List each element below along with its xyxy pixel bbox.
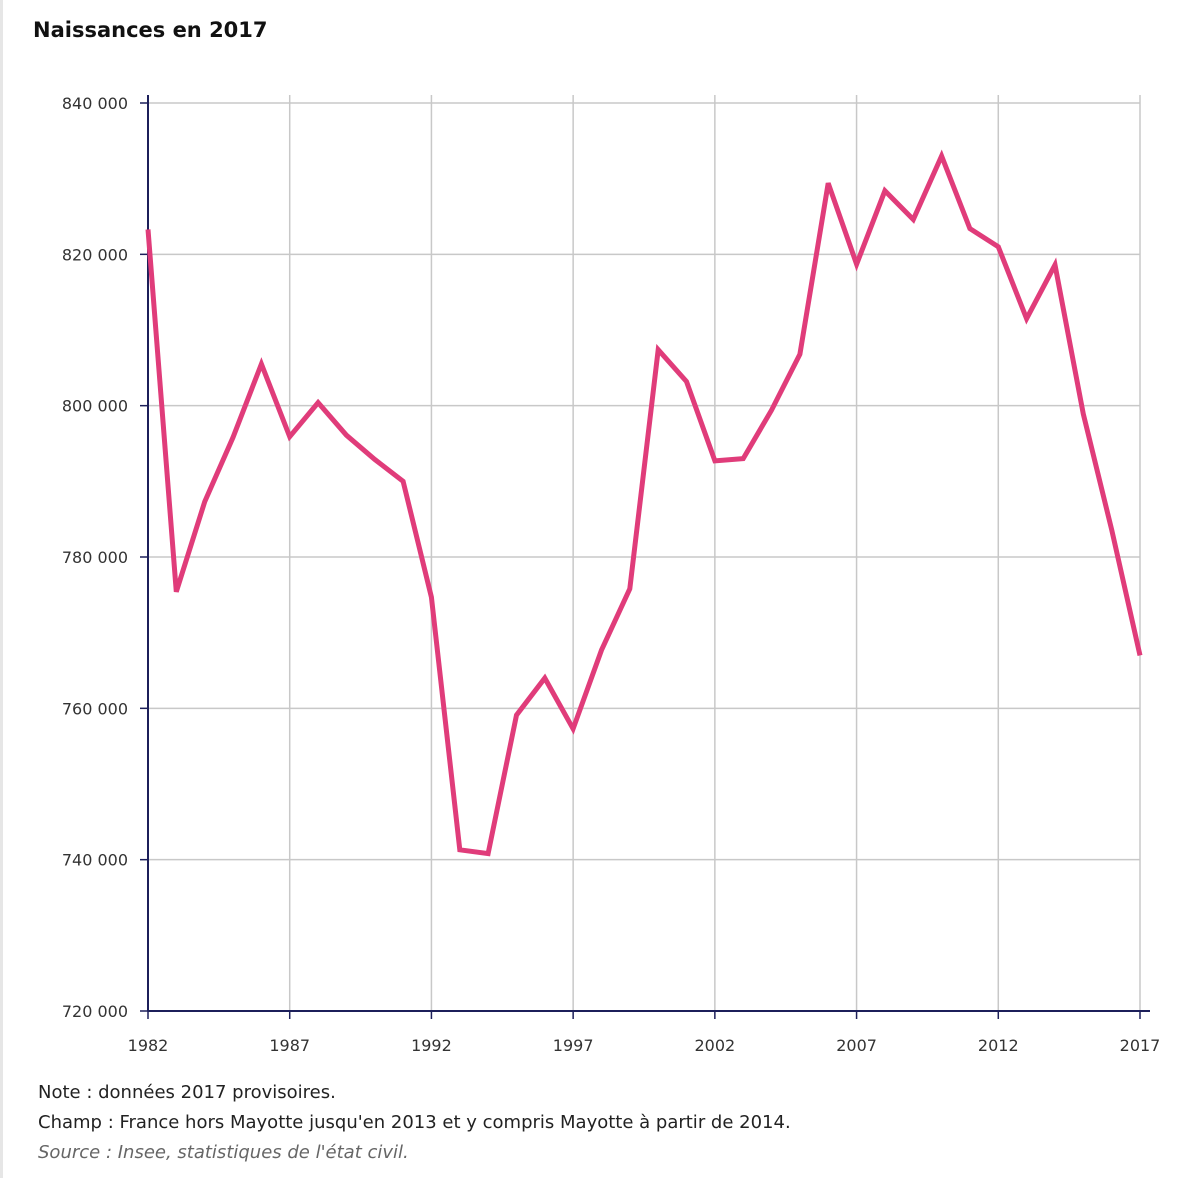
- data-point: [627, 586, 632, 591]
- data-point: [797, 352, 802, 357]
- data-point: [967, 226, 972, 231]
- champ-text: Champ : France hors Mayotte jusqu'en 201…: [38, 1112, 791, 1133]
- data-point: [939, 153, 944, 158]
- data-point: [599, 648, 604, 653]
- note-text: Note : données 2017 provisoires.: [38, 1082, 336, 1103]
- data-point: [854, 262, 859, 267]
- x-tick-label: 2017: [1120, 1036, 1161, 1055]
- data-point: [372, 457, 377, 462]
- series-line: [145, 149, 1143, 857]
- y-tick-label: 780 000: [62, 548, 128, 567]
- data-point: [457, 847, 462, 852]
- data-point: [769, 408, 774, 413]
- series-layer: [145, 149, 1143, 857]
- chart-notes: Note : données 2017 provisoires. Champ :…: [38, 1078, 791, 1168]
- data-point: [1081, 411, 1086, 416]
- y-tick-label: 840 000: [62, 94, 128, 113]
- data-point: [542, 676, 547, 681]
- data-point: [996, 244, 1001, 249]
- data-point: [514, 713, 519, 718]
- x-tick-label: 1987: [269, 1036, 310, 1055]
- y-tick-label: 820 000: [62, 245, 128, 264]
- data-point: [259, 362, 264, 367]
- data-point: [202, 499, 207, 504]
- source-text: Source : Insee, statistiques de l'état c…: [38, 1142, 409, 1163]
- data-point: [911, 217, 916, 222]
- data-point: [656, 347, 661, 352]
- x-tick-label: 2012: [978, 1036, 1019, 1055]
- data-point: [571, 726, 576, 731]
- y-tick-label: 800 000: [62, 397, 128, 416]
- data-point: [1052, 262, 1057, 267]
- data-point: [1138, 653, 1143, 658]
- data-point: [882, 188, 887, 193]
- data-point: [401, 479, 406, 484]
- data-point: [316, 400, 321, 405]
- tick-label-layer: 720 000 740 000 760 000 780 000 800 000 820 0…: [62, 94, 1161, 1055]
- x-tick-label: 1982: [128, 1036, 169, 1055]
- data-point: [486, 851, 491, 856]
- data-point: [429, 595, 434, 600]
- data-point: [712, 458, 717, 463]
- data-point: [826, 181, 831, 186]
- data-point: [344, 433, 349, 438]
- x-tick-label: 1992: [411, 1036, 452, 1055]
- data-point: [231, 435, 236, 440]
- x-tick-label: 2002: [694, 1036, 735, 1055]
- data-point: [174, 589, 179, 594]
- x-tick-label: 1997: [553, 1036, 594, 1055]
- chart-title: Naissances en 2017: [33, 18, 268, 42]
- grid-layer: [148, 95, 1141, 1011]
- data-point: [287, 434, 292, 439]
- data-point: [741, 456, 746, 461]
- y-tick-label: 740 000: [62, 851, 128, 870]
- left-border-rule: [0, 0, 3, 1178]
- y-tick-label: 760 000: [62, 699, 128, 718]
- data-point: [1109, 527, 1114, 532]
- data-point: [684, 379, 689, 384]
- x-tick-label: 2007: [836, 1036, 877, 1055]
- data-point: [146, 227, 151, 232]
- y-tick-label: 720 000: [62, 1002, 128, 1021]
- data-point: [1024, 316, 1029, 321]
